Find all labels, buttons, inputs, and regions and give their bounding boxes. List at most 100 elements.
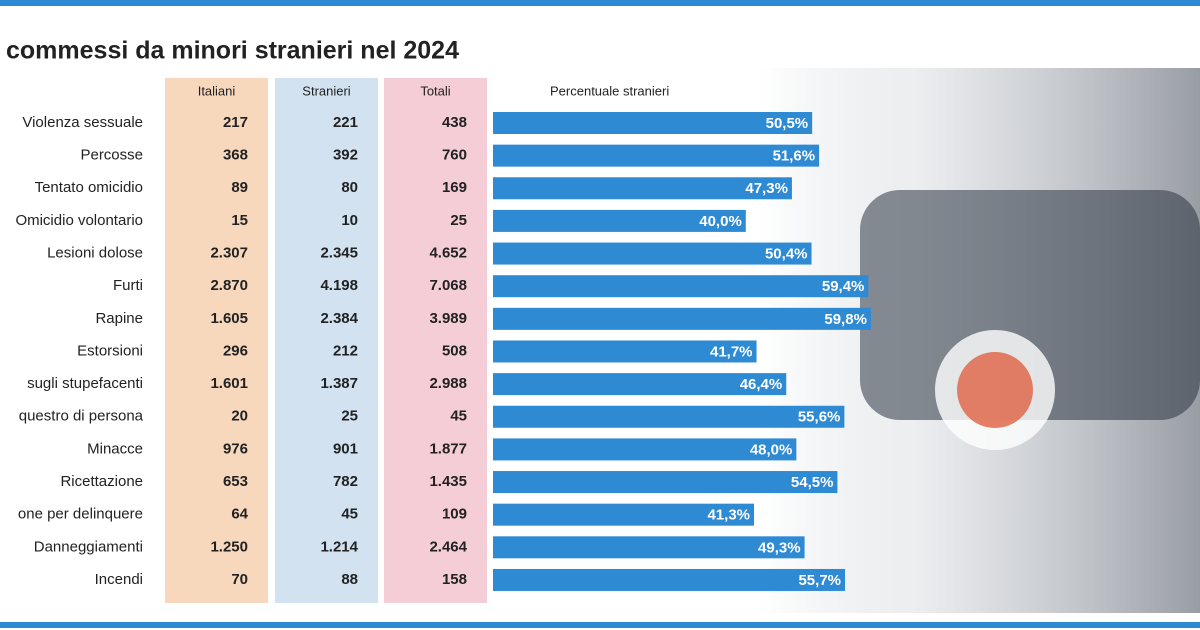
- table-cell: 760: [442, 147, 467, 164]
- row-label: Ricettazione: [60, 473, 143, 490]
- bar: [493, 307, 871, 330]
- table-cell: 4.198: [320, 277, 358, 294]
- table-cell: 15: [231, 212, 248, 229]
- table-cell: 158: [442, 571, 467, 588]
- value-label: 41,3%: [707, 507, 750, 524]
- table-cell: 368: [223, 147, 248, 164]
- value-title: Percentuale stranieri: [550, 83, 669, 98]
- table-cell: 25: [341, 408, 358, 425]
- top-rule: [0, 0, 1200, 6]
- row-label: Furti: [113, 277, 143, 294]
- value-label: 40,0%: [699, 213, 742, 230]
- table-cell: 782: [333, 473, 358, 490]
- table-cell: 1.214: [320, 538, 358, 555]
- row-label: Omicidio volontario: [15, 212, 143, 229]
- table-cell: 1.435: [429, 473, 467, 490]
- row-label: sugli stupefacenti: [27, 375, 143, 392]
- table-cell: 1.877: [429, 440, 467, 457]
- table-cell: 169: [442, 179, 467, 196]
- table-cell: 1.387: [320, 375, 358, 392]
- bar: [493, 242, 812, 265]
- row-label: Violenza sessuale: [22, 114, 143, 131]
- row-label: Incendi: [95, 571, 143, 588]
- value-label: 46,4%: [740, 376, 783, 393]
- table-cell: 653: [223, 473, 248, 490]
- bar: [493, 177, 792, 200]
- bar: [493, 471, 838, 494]
- table-cell: 217: [223, 114, 248, 131]
- table-cell: 45: [341, 506, 358, 523]
- value-label: 51,6%: [773, 148, 816, 165]
- table-cell: 2.345: [320, 245, 358, 262]
- table-cell: 7.068: [429, 277, 467, 294]
- row-label: Danneggiamenti: [34, 538, 143, 555]
- table-cell: 25: [450, 212, 467, 229]
- bar: [493, 536, 805, 559]
- table-cell: 10: [341, 212, 358, 229]
- table-cell: 70: [231, 571, 248, 588]
- column-header: Totali: [420, 83, 450, 98]
- table-cell: 296: [223, 342, 248, 359]
- row-label: Percosse: [80, 147, 143, 164]
- table-cell: 438: [442, 114, 467, 131]
- table-cell: 1.250: [210, 538, 248, 555]
- column-header: Stranieri: [302, 83, 351, 98]
- value-label: 55,7%: [798, 572, 841, 589]
- table-cell: 221: [333, 114, 358, 131]
- table-cell: 392: [333, 147, 358, 164]
- table-cell: 64: [231, 506, 248, 523]
- table-cell: 1.601: [210, 375, 248, 392]
- value-label: 54,5%: [791, 474, 834, 491]
- value-label: 50,5%: [766, 115, 809, 132]
- bottom-rule: [0, 622, 1200, 628]
- table-cell: 20: [231, 408, 248, 425]
- bar: [493, 568, 846, 591]
- table-cell: 109: [442, 506, 467, 523]
- table-cell: 2.988: [429, 375, 467, 392]
- table-cell: 2.307: [210, 245, 248, 262]
- table-cell: 901: [333, 440, 358, 457]
- value-label: 59,8%: [824, 311, 867, 328]
- table-cell: 1.605: [210, 310, 248, 327]
- value-label: 48,0%: [750, 441, 793, 458]
- bar: [493, 112, 813, 134]
- table-cell: 88: [341, 571, 358, 588]
- table-cell: 212: [333, 342, 358, 359]
- row-label: Lesioni dolose: [47, 245, 143, 262]
- value-label: 55,6%: [798, 409, 841, 426]
- table-cell: 976: [223, 440, 248, 457]
- photo-sign-center: [957, 352, 1033, 428]
- row-label: Rapine: [95, 310, 143, 327]
- column-header: Italiani: [198, 83, 236, 98]
- bar: [493, 438, 797, 461]
- chart-title: commessi da minori stranieri nel 2024: [6, 37, 459, 65]
- table-cell: 4.652: [429, 245, 467, 262]
- bar: [493, 275, 869, 298]
- table-cell: 3.989: [429, 310, 467, 327]
- bar: [493, 209, 746, 232]
- column-background: [384, 78, 487, 603]
- table-cell: 80: [341, 179, 358, 196]
- bar: [493, 340, 757, 363]
- table-cell: 45: [450, 408, 467, 425]
- table-cell: 508: [442, 342, 467, 359]
- row-label: Estorsioni: [77, 342, 143, 359]
- table-cell: 89: [231, 179, 248, 196]
- bar: [493, 144, 820, 167]
- table-cell: 2.870: [210, 277, 248, 294]
- row-label: one per delinquere: [18, 506, 143, 523]
- value-label: 59,4%: [822, 278, 865, 295]
- value-label: 49,3%: [758, 539, 801, 556]
- row-label: Tentato omicidio: [35, 179, 143, 196]
- column-background: [275, 78, 378, 603]
- bar: [493, 503, 755, 526]
- row-label: Minacce: [87, 440, 143, 457]
- column-background: [165, 78, 268, 603]
- value-label: 41,7%: [710, 343, 753, 360]
- value-label: 50,4%: [765, 246, 808, 263]
- row-label: questro di persona: [19, 408, 144, 425]
- bar: [493, 405, 845, 428]
- table-cell: 2.384: [320, 310, 358, 327]
